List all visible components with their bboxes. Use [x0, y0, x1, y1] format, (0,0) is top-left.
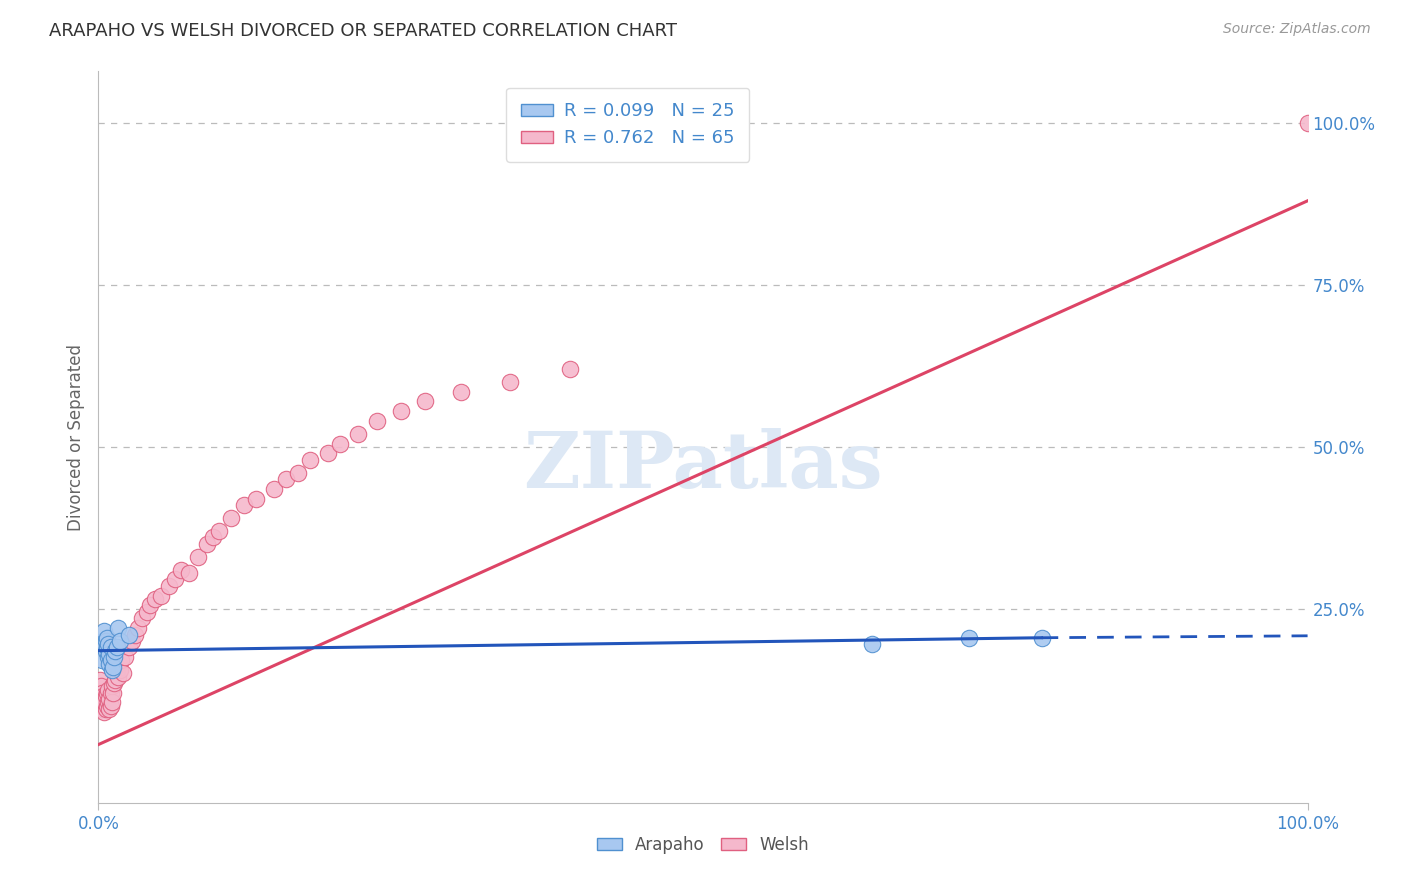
Point [97, 696, 120, 710]
Point [107, 669, 129, 683]
Point [232, 498, 254, 512]
Point [558, 362, 581, 376]
Point [91, 653, 114, 667]
Point [498, 375, 520, 389]
Point [329, 436, 352, 450]
Point [208, 524, 231, 538]
Point [105, 640, 128, 655]
Point [108, 634, 131, 648]
Point [100, 679, 122, 693]
Point [1296, 116, 1319, 130]
Point [121, 634, 143, 648]
Text: ARAPAHO VS WELSH DIVORCED OR SEPARATED CORRELATION CHART: ARAPAHO VS WELSH DIVORCED OR SEPARATED C… [49, 22, 678, 40]
Point [100, 653, 122, 667]
Point [90, 692, 112, 706]
Point [118, 640, 141, 655]
Point [94, 634, 117, 648]
Point [316, 446, 339, 460]
Point [93, 637, 115, 651]
Point [860, 637, 883, 651]
Point [94, 643, 117, 657]
Point [97, 637, 120, 651]
Text: Source: ZipAtlas.com: Source: ZipAtlas.com [1223, 22, 1371, 37]
Point [413, 394, 436, 409]
Point [93, 696, 115, 710]
Point [157, 579, 180, 593]
Point [263, 482, 285, 496]
Point [101, 686, 124, 700]
Point [100, 640, 122, 655]
Point [94, 689, 117, 703]
Point [389, 404, 412, 418]
Point [103, 650, 125, 665]
Point [957, 631, 980, 645]
Point [299, 452, 322, 467]
Point [366, 414, 388, 428]
Legend: Arapaho, Welsh: Arapaho, Welsh [591, 829, 815, 860]
Point [96, 640, 118, 655]
Point [169, 563, 191, 577]
Point [127, 621, 149, 635]
Point [221, 511, 243, 525]
Point [450, 384, 472, 399]
Point [114, 650, 136, 665]
Point [100, 663, 122, 677]
Point [96, 686, 118, 700]
Point [347, 426, 370, 441]
Point [108, 657, 131, 671]
Text: ZIPatlas: ZIPatlas [523, 428, 883, 504]
Point [118, 627, 141, 641]
Point [143, 591, 166, 606]
Point [135, 605, 157, 619]
Point [131, 611, 153, 625]
Point [96, 698, 118, 713]
Point [108, 663, 131, 677]
Point [94, 702, 117, 716]
Point [93, 624, 115, 639]
Point [93, 705, 115, 719]
Point [124, 627, 146, 641]
Point [89, 673, 111, 687]
Point [105, 663, 128, 677]
Point [98, 647, 121, 661]
Y-axis label: Divorced or Separated: Divorced or Separated [66, 343, 84, 531]
Point [104, 643, 127, 657]
Point [98, 657, 121, 671]
Point [1031, 631, 1053, 645]
Point [287, 466, 309, 480]
Point [100, 696, 122, 710]
Point [110, 653, 132, 667]
Point [187, 549, 209, 564]
Point [91, 698, 114, 713]
Point [150, 589, 173, 603]
Point [202, 530, 225, 544]
Point [97, 682, 120, 697]
Point [97, 650, 120, 665]
Point [245, 491, 267, 506]
Point [103, 676, 125, 690]
Point [195, 537, 218, 551]
Point [98, 692, 121, 706]
Point [96, 631, 118, 645]
Point [91, 686, 114, 700]
Point [91, 702, 114, 716]
Point [100, 686, 122, 700]
Point [179, 566, 201, 580]
Point [91, 634, 114, 648]
Point [139, 599, 162, 613]
Point [91, 689, 114, 703]
Point [163, 573, 186, 587]
Point [104, 673, 127, 687]
Point [274, 472, 297, 486]
Point [98, 702, 121, 716]
Point [90, 679, 112, 693]
Point [100, 698, 122, 713]
Point [107, 621, 129, 635]
Point [111, 666, 134, 681]
Point [101, 660, 124, 674]
